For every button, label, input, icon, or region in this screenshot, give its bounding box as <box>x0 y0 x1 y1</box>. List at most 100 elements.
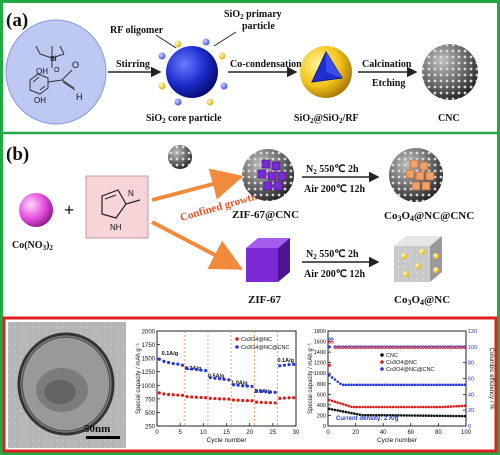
cycle-point-co3o4-nc-cnc <box>413 383 417 387</box>
rate-point-co3o4-nc-cnc <box>217 377 222 381</box>
rate-point-co3o4-nc <box>162 392 166 396</box>
rate-xtick-label: 0 <box>155 430 159 436</box>
cycle-point-co3o4-nc-cnc <box>366 383 370 387</box>
cycle-ce-point <box>377 346 381 350</box>
rate-point-co3o4-nc-cnc <box>241 384 245 388</box>
cycle-point-co3o4-nc-cnc <box>347 383 351 387</box>
cycle-point-co3o4-nc <box>405 405 408 409</box>
air-top-label: Air 200℃ 12h <box>304 184 365 195</box>
mol-o: O <box>72 60 79 70</box>
shell-label: SiO2@SiO2/RF <box>294 113 359 125</box>
rate-point-co3o4-nc-cnc <box>208 376 212 380</box>
cycle-point-co3o4-nc <box>432 405 436 409</box>
cycle-point-co3o4-nc <box>350 405 353 409</box>
cycle-point-cnc <box>350 411 353 415</box>
cycle-point-co3o4-nc-cnc <box>430 383 433 387</box>
zif67-label: ZIF-67 <box>248 294 282 306</box>
cycle-ytick-label: 400 <box>317 403 326 409</box>
rate-point-co3o4-nc <box>157 391 161 395</box>
cycle-point-cnc <box>452 414 455 418</box>
cycle-point-co3o4-nc-cnc <box>344 383 348 387</box>
cycle-point-co3o4-nc-cnc <box>419 383 422 387</box>
rate-point-co3o4-nc <box>204 396 208 400</box>
rate-point-co3o4-nc-cnc <box>176 362 180 366</box>
cycle-ce-point <box>358 346 362 350</box>
cycle-point-cnc <box>435 414 439 418</box>
rate-ytick-label: 250 <box>145 425 156 431</box>
cycle-legend-label: CNC <box>386 353 398 359</box>
sio2-dot <box>174 98 182 106</box>
cycle-point-co3o4-nc-cnc <box>352 383 356 387</box>
panel-a-label: (a) <box>6 10 28 31</box>
cycle-point-cnc <box>427 414 431 418</box>
rate-capability-chart: 250 500 750 1000 1250 1500 1750 2000 0 5 10 15 20 25 3… <box>136 330 300 445</box>
cycle-point-cnc <box>363 413 367 417</box>
rate-point-co3o4-nc-cnc <box>292 362 296 366</box>
rate-ytick-label: 2000 <box>142 330 156 336</box>
rate-point-co3o4-nc <box>236 398 240 402</box>
cycle-point-co3o4-nc <box>363 405 367 409</box>
co3o4-nc-cnc-particle <box>389 148 443 202</box>
stirring-label: Stirring <box>116 59 150 70</box>
cycle-ce-point <box>435 346 439 350</box>
cycle-point-cnc <box>449 414 453 418</box>
cycle-ytick-label: 1000 <box>314 371 326 377</box>
rate-xtick-label: 10 <box>200 430 207 436</box>
co3o4-nc-cube <box>394 236 442 282</box>
cycle-ce-point <box>416 346 420 350</box>
cycle-y2tick-label: 100 <box>468 345 477 351</box>
cycle-ytick-label: 1600 <box>314 340 326 346</box>
cycle-ytick-label: 200 <box>317 413 326 419</box>
n2-bottom-label: N2 550℃ 2h <box>306 249 359 261</box>
rate-point-co3o4-nc <box>282 396 287 400</box>
cycle-ce-point <box>454 346 458 350</box>
cycle-xtick-label: 80 <box>435 430 442 436</box>
co-no3-label: Co(NO3)2 <box>12 240 53 252</box>
cycle-point-cnc <box>377 413 381 417</box>
rate-point-co3o4-nc-cnc <box>190 367 194 371</box>
rate-ytick-label: 1000 <box>142 384 156 390</box>
cycle-point-co3o4-nc <box>336 401 339 404</box>
rate-legend-marker <box>235 345 239 349</box>
cycle-ce-point <box>352 346 356 350</box>
resorcinol-ring <box>29 69 76 95</box>
cycle-point-co3o4-nc-cnc <box>424 383 428 387</box>
small-cnc <box>168 145 192 169</box>
cycle-ce-point <box>333 346 337 350</box>
scale-bar-label: 50nm <box>84 423 110 435</box>
cycle-ce-point <box>449 346 453 350</box>
cycle-point-co3o4-nc-cnc <box>416 383 420 387</box>
cycle-ce-point <box>391 346 395 350</box>
rate-point-co3o4-nc <box>264 401 268 405</box>
cycle-point-co3o4-nc-cnc <box>328 374 331 377</box>
rate-point-co3o4-nc <box>273 401 277 405</box>
cycle-ce-point <box>336 346 340 350</box>
cycle-ce-point <box>396 346 400 350</box>
cycle-point-cnc <box>380 413 384 417</box>
cycle-point-cnc <box>438 414 442 418</box>
cycle-point-cnc <box>330 408 334 411</box>
rate-legend-marker <box>235 337 239 341</box>
co-no3-sphere <box>19 193 53 227</box>
rate-ylabel: Special capacity / mAh g⁻¹ <box>136 343 142 414</box>
rate-point-co3o4-nc <box>227 397 231 401</box>
rate-point-co3o4-nc-cnc <box>287 363 291 367</box>
cycle-point-co3o4-nc <box>380 405 384 409</box>
cycle-point-co3o4-nc-cnc <box>441 383 444 387</box>
cycle-ce-point <box>405 346 409 350</box>
co3o4-nc-cnc-label: Co3O4@NC@CNC <box>384 210 474 223</box>
cycle-point-co3o4-nc-cnc <box>336 380 339 383</box>
cycle-point-cnc <box>388 413 392 417</box>
cycle-point-co3o4-nc-cnc <box>361 383 364 387</box>
cycle-point-co3o4-nc-cnc <box>333 378 337 381</box>
cycle-point-cnc <box>328 407 331 411</box>
rf-dot <box>218 52 226 60</box>
rate-point-co3o4-nc-cnc <box>194 367 198 372</box>
rate-point-co3o4-nc-cnc <box>162 359 166 363</box>
cycle-ce-point <box>350 346 353 350</box>
rate-point-co3o4-nc <box>292 396 296 400</box>
cycle-point-co3o4-nc <box>397 405 400 409</box>
rate-point-co3o4-nc-cnc <box>264 390 268 394</box>
rate-xtick-label: 30 <box>293 430 300 436</box>
rf-dot <box>206 98 214 106</box>
